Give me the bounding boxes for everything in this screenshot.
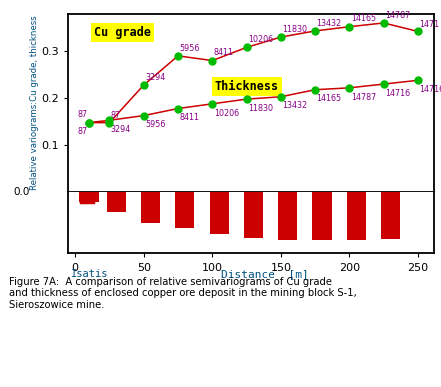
Text: Thickness: Thickness	[215, 80, 279, 92]
Point	[175, 53, 182, 59]
Text: 87: 87	[78, 110, 88, 119]
Bar	[278, 192, 297, 240]
Text: Cu grade: Cu grade	[94, 26, 151, 39]
Text: 13432: 13432	[282, 101, 307, 110]
Point	[277, 34, 284, 40]
Text: 10206: 10206	[248, 35, 273, 44]
Y-axis label: Relative variograms:Cu grade, thickness: Relative variograms:Cu grade, thickness	[30, 15, 39, 190]
Text: Isatis: Isatis	[71, 269, 108, 279]
Point	[243, 96, 250, 102]
Point	[106, 120, 113, 126]
Bar	[347, 192, 366, 240]
Point	[86, 120, 93, 126]
Bar	[175, 192, 194, 228]
Point	[346, 24, 353, 30]
Point	[346, 85, 353, 91]
Text: 14716: 14716	[385, 89, 410, 98]
Point	[277, 94, 284, 100]
Text: 87: 87	[111, 111, 121, 120]
Text: 14165: 14165	[351, 14, 376, 24]
Point	[175, 105, 182, 111]
Text: 11830: 11830	[282, 25, 307, 34]
Text: Figure 7A:  A comparison of relative semivariograms of Cu grade
and thickness of: Figure 7A: A comparison of relative semi…	[9, 277, 357, 310]
Text: 11830: 11830	[248, 104, 273, 113]
Text: 8411: 8411	[179, 113, 199, 122]
Point	[312, 87, 319, 93]
Point	[415, 28, 422, 34]
Text: 3294: 3294	[145, 73, 165, 82]
Point	[380, 20, 387, 26]
Bar	[209, 192, 229, 234]
Text: 3294: 3294	[111, 125, 131, 134]
Bar	[79, 192, 98, 202]
Text: 0.0: 0.0	[14, 187, 30, 197]
Point	[209, 58, 216, 64]
Text: 14787: 14787	[385, 11, 410, 20]
Point	[86, 120, 93, 126]
Bar	[107, 192, 126, 212]
Text: 8411: 8411	[214, 48, 234, 57]
Point	[380, 81, 387, 87]
Text: 13432: 13432	[317, 19, 342, 27]
Text: 14787: 14787	[351, 92, 376, 101]
Text: 5956: 5956	[179, 44, 200, 53]
Point	[209, 101, 216, 107]
Text: 87: 87	[78, 127, 88, 136]
Text: 14716: 14716	[419, 85, 441, 94]
Point	[106, 117, 113, 123]
Text: 5956: 5956	[145, 120, 165, 129]
Bar	[244, 192, 263, 238]
Text: Distance  [m]: Distance [m]	[221, 269, 308, 279]
Point	[312, 28, 319, 34]
Bar	[141, 192, 160, 223]
Bar	[381, 192, 400, 239]
Point	[140, 113, 147, 119]
Point	[140, 82, 147, 88]
Text: 14165: 14165	[317, 94, 342, 103]
Text: 1471: 1471	[419, 20, 439, 29]
Point	[243, 44, 250, 50]
Bar	[312, 192, 332, 240]
Point	[415, 77, 422, 84]
Text: 10206: 10206	[214, 108, 239, 118]
